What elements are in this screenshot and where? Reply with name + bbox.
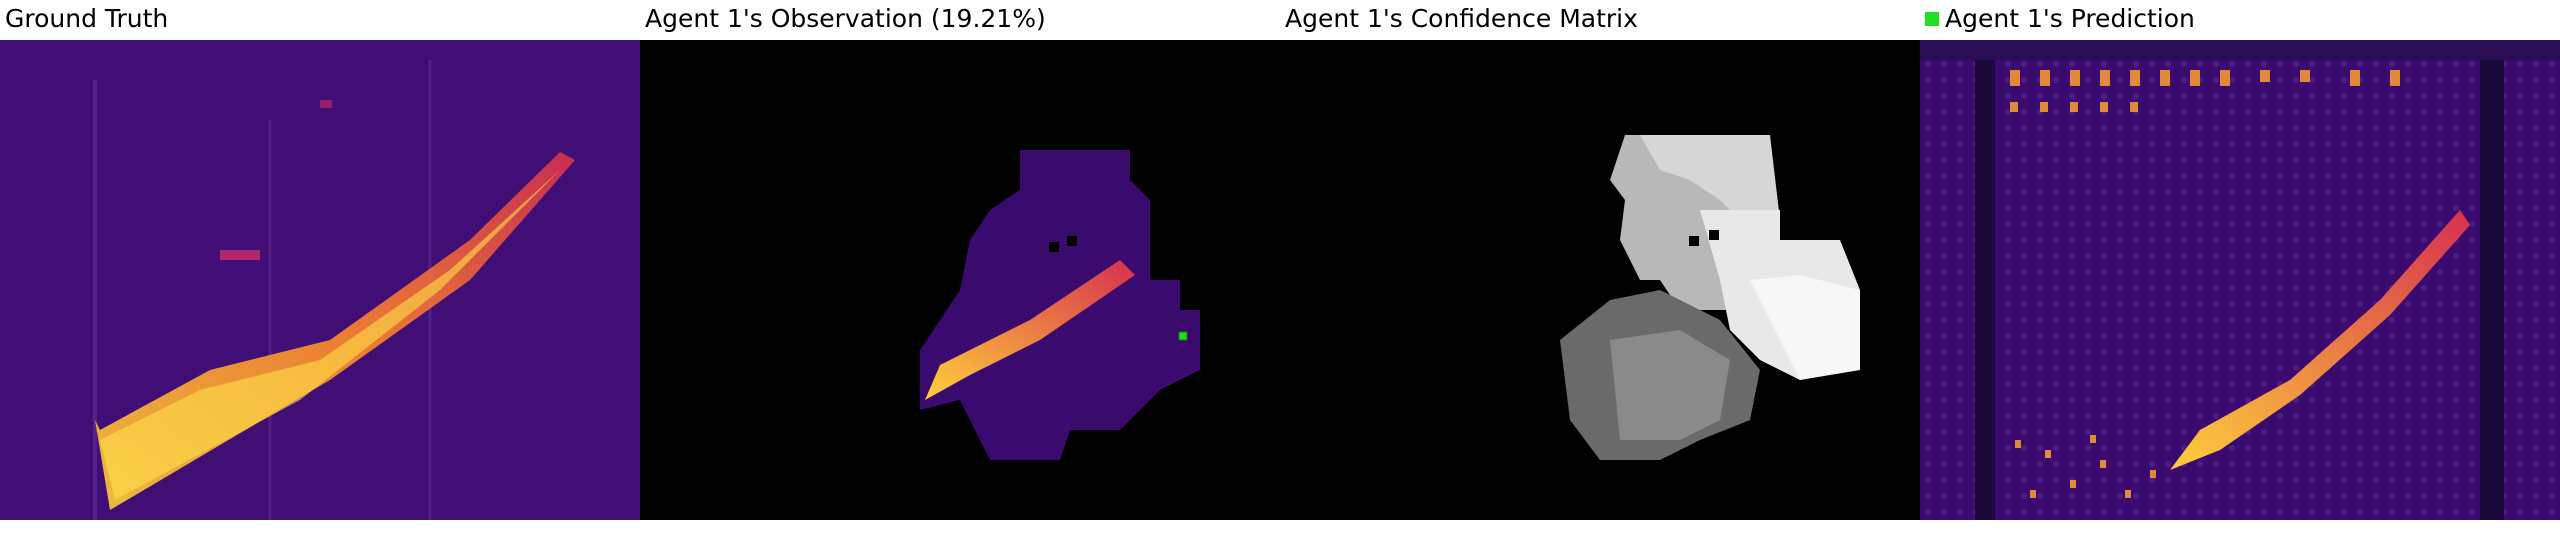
confidence-matrix-image (1280, 40, 1920, 520)
panel-title: Agent 1's Observation (19.21%) (645, 2, 1046, 36)
prediction-image (1920, 40, 2560, 520)
panel-observation: Agent 1's Observation (19.21%) (640, 0, 1280, 520)
agent-marker-icon (1178, 331, 1188, 341)
panel-confidence-matrix: Agent 1's Confidence Matrix (1280, 0, 1920, 520)
panel-title-text: Agent 1's Confidence Matrix (1285, 4, 1638, 33)
panel-title: Ground Truth (5, 2, 168, 36)
panel-title-text: Agent 1's Observation (19.21%) (645, 4, 1046, 33)
panel-ground-truth: Ground Truth (0, 0, 640, 520)
legend-swatch-icon (1925, 12, 1939, 26)
panel-prediction: Agent 1's Prediction (1920, 0, 2560, 520)
ground-truth-image (0, 40, 640, 520)
panel-title-text: Ground Truth (5, 4, 169, 33)
panel-title: Agent 1's Confidence Matrix (1285, 2, 1638, 36)
observation-image (640, 40, 1280, 520)
panel-title-text: Agent 1's Prediction (1945, 4, 2195, 33)
panel-title: Agent 1's Prediction (1925, 2, 2195, 36)
